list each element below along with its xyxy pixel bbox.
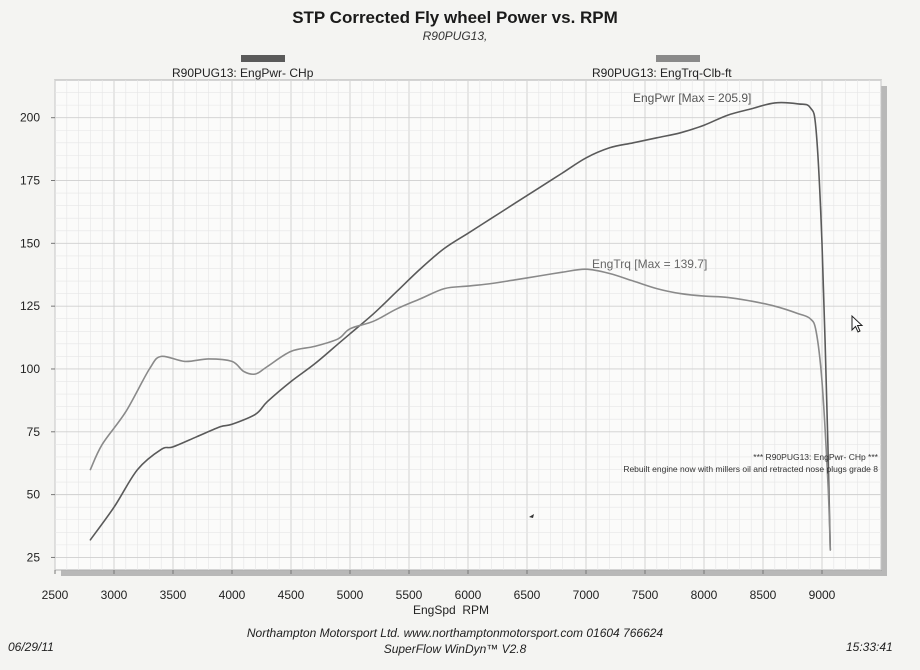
power-series-line	[89, 101, 832, 551]
note-engine-comment: Rebuilt engine now with millers oil and …	[623, 464, 878, 474]
footer-software: SuperFlow WinDyn™ V2.8	[383, 642, 527, 656]
y-tick-label: 125	[20, 299, 40, 313]
y-tick-label: 175	[20, 174, 40, 188]
x-tick-label: 8000	[691, 588, 718, 602]
y-tick-label: 25	[27, 550, 41, 564]
x-tick-label: 6500	[514, 588, 541, 602]
footer-company: Northampton Motorsport Ltd. www.northamp…	[246, 626, 664, 640]
power-legend-label: R90PUG13: EngPwr- CHp	[172, 66, 314, 80]
x-axis-title: EngSpd RPM	[413, 603, 490, 617]
chart-title: STP Corrected Fly wheel Power vs. RPM	[292, 8, 618, 27]
x-tick-label: 3500	[160, 588, 187, 602]
y-tick-label: 100	[20, 362, 40, 376]
stray-mark	[529, 514, 534, 518]
x-tick-label: 8500	[750, 588, 777, 602]
x-tick-label: 4000	[219, 588, 246, 602]
chart-subtitle: R90PUG13,	[422, 29, 488, 43]
note-series-label: *** R90PUG13: EngPwr- CHp ***	[753, 452, 878, 462]
torque-series-line	[89, 268, 832, 551]
x-tick-label: 9000	[809, 588, 836, 602]
x-tick-label: 7500	[632, 588, 659, 602]
y-tick-label: 50	[27, 488, 41, 502]
power-legend-swatch	[241, 55, 285, 62]
x-tick-label: 5000	[337, 588, 364, 602]
x-tick-label: 7000	[573, 588, 600, 602]
footer-date: 06/29/11	[8, 640, 54, 654]
x-tick-label: 4500	[278, 588, 305, 602]
x-tick-label: 6000	[455, 588, 482, 602]
power-max-annotation: EngPwr [Max = 205.9]	[633, 91, 751, 105]
y-tick-label: 200	[20, 111, 40, 125]
torque-legend-label: R90PUG13: EngTrq-Clb-ft	[592, 66, 732, 80]
y-tick-label: 75	[27, 425, 41, 439]
y-tick-label: 150	[20, 236, 40, 250]
mouse-cursor-icon	[851, 314, 864, 333]
footer-time: 15:33:41	[846, 640, 893, 654]
x-tick-label: 3000	[101, 588, 128, 602]
x-tick-label: 2500	[42, 588, 69, 602]
x-tick-label: 5500	[396, 588, 423, 602]
torque-max-annotation: EngTrq [Max = 139.7]	[592, 257, 707, 271]
torque-legend-swatch	[656, 55, 700, 62]
